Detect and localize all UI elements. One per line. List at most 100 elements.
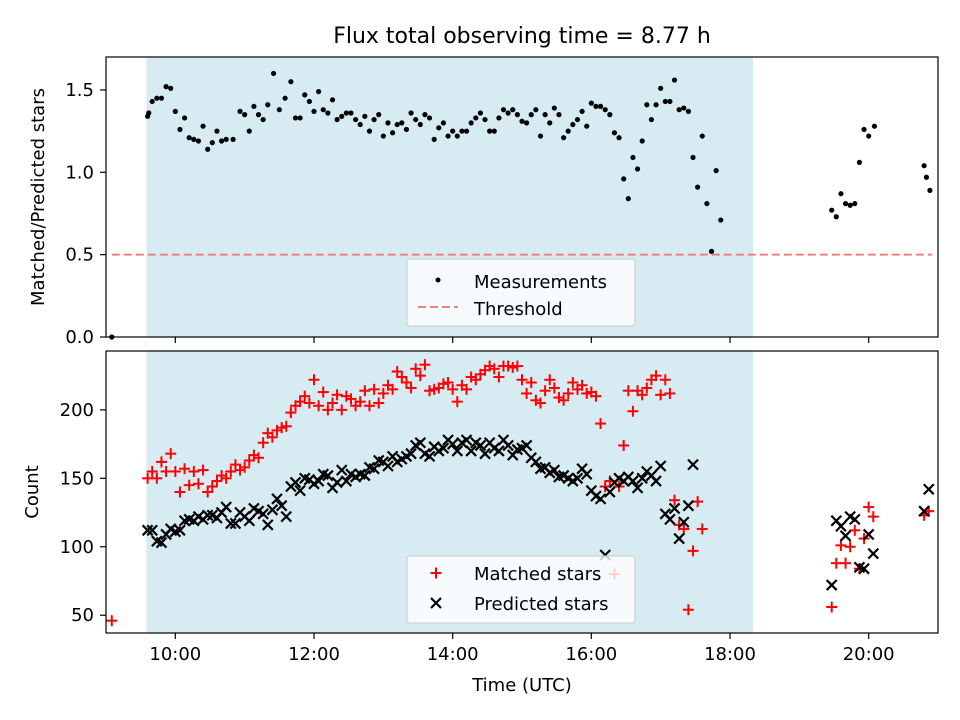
measurement-point-47 <box>362 113 368 119</box>
measurement-point-52 <box>385 120 391 126</box>
measurement-point-5 <box>158 95 165 101</box>
matched-point-70 <box>461 383 473 395</box>
matched-point-12 <box>192 478 204 490</box>
predicted-point-26-b <box>261 519 274 531</box>
measurement-point-3 <box>149 98 155 105</box>
predicted-point-124 <box>849 513 861 526</box>
matched-point-93 <box>567 376 579 388</box>
measurement-point-29 <box>276 107 282 113</box>
matched-point-22 <box>239 461 251 473</box>
measurement-point-11 <box>186 135 192 141</box>
predicted-point-117-b <box>682 499 695 512</box>
predicted-point-71-b <box>469 436 482 449</box>
predicted-point-69 <box>460 434 473 446</box>
matched-point-31 <box>280 420 292 432</box>
matched-point-123 <box>830 557 842 569</box>
measurement-point-87 <box>547 120 553 126</box>
measurement-point-42 <box>339 113 345 119</box>
matched-point-43 <box>336 404 348 416</box>
measurement-point-116 <box>681 105 687 111</box>
matched-point-39 <box>317 386 329 398</box>
matched-point-18 <box>220 472 232 484</box>
matched-point-95 <box>576 379 588 391</box>
measurement-point-73 <box>482 116 488 123</box>
matched-point-92 <box>562 387 574 399</box>
predicted-point-33-b <box>294 484 306 497</box>
predicted-point-91-b <box>562 472 575 485</box>
matched-point-112 <box>655 389 667 401</box>
measurement-point-83 <box>528 112 534 118</box>
matched-point-104 <box>618 439 630 451</box>
predicted-point-130 <box>922 483 935 496</box>
predicted-point-25 <box>257 508 269 520</box>
predicted-point-37-b <box>312 475 325 487</box>
predicted-point-119-b <box>825 579 838 591</box>
measurement-point-104 <box>625 196 631 202</box>
measurement-point-120 <box>699 133 705 139</box>
count-y-label-3: 200 <box>60 400 94 421</box>
predicted-point-22 <box>243 514 256 527</box>
predicted-point-66-b <box>446 438 459 450</box>
predicted-point-84-b <box>530 456 542 468</box>
predicted-point-127-b <box>862 528 875 541</box>
predicted-point-60-b <box>419 447 431 460</box>
measurement-point-97 <box>593 103 599 110</box>
predicted-point-116 <box>677 516 690 528</box>
predicted-point-17 <box>220 501 232 513</box>
measurement-point-58 <box>413 116 419 123</box>
ratio-panel: 0.0 0.5 1.0 1.5 Matched/Predicted stars Mea… <box>28 56 939 348</box>
predicted-point-93-b <box>571 472 584 485</box>
measurement-point-74 <box>487 128 493 134</box>
predicted-point-118-b <box>687 458 699 471</box>
predicted-point-1-b <box>146 524 159 537</box>
predicted-point-19-b <box>229 517 242 530</box>
predicted-point-7-b <box>174 524 186 537</box>
matched-point-76 <box>488 363 500 375</box>
measurement-point-60 <box>422 112 428 118</box>
measurement-point-30 <box>282 95 288 101</box>
measurement-point-67 <box>454 133 460 139</box>
measurement-point-88 <box>551 105 557 111</box>
predicted-point-70 <box>465 445 477 457</box>
predicted-point-125-b <box>853 561 866 574</box>
matched-point-117 <box>678 523 690 535</box>
count-y-ticks: 50 100 150 200 <box>60 400 106 626</box>
legend-x <box>430 597 442 609</box>
measurement-point-81 <box>519 118 525 124</box>
measurement-point-21 <box>237 108 243 114</box>
measurement-point-136 <box>923 174 930 180</box>
ratio-legend-box <box>406 258 636 327</box>
legend-plus <box>430 567 442 579</box>
measurement-point-70 <box>468 120 474 126</box>
matched-point-28 <box>266 431 278 443</box>
matched-point-108 <box>636 389 648 401</box>
predicted-point-13-b <box>201 509 214 522</box>
matched-point-7 <box>169 465 181 477</box>
predicted-point-121 <box>835 520 847 533</box>
predicted-point-47-b <box>359 469 371 482</box>
predicted-point-113-b <box>664 513 676 526</box>
measurement-point-94 <box>579 108 585 114</box>
matched-point-60 <box>414 370 426 382</box>
measurement-point-102 <box>616 135 622 141</box>
matched-point-126 <box>844 541 856 553</box>
measurement-point-115 <box>676 107 682 113</box>
predicted-point-109-b <box>645 469 658 482</box>
measurement-point-50 <box>376 112 382 118</box>
predicted-point-78 <box>502 439 514 452</box>
measurement-point-80 <box>514 112 520 118</box>
matched-point-87 <box>539 385 551 397</box>
predicted-point-120-b <box>830 514 843 527</box>
measurement-point-118 <box>690 154 696 161</box>
predicted-point-33 <box>294 484 306 497</box>
matched-point-37 <box>308 374 320 386</box>
predicted-point-66 <box>446 438 459 450</box>
predicted-point-96-b <box>585 484 598 497</box>
measurement-point-51 <box>380 133 386 139</box>
predicted-point-43 <box>340 475 353 487</box>
predicted-point-114 <box>668 502 681 515</box>
measurement-point-109 <box>648 116 655 123</box>
predicted-point-0-b <box>141 524 154 537</box>
predicted-point-107 <box>636 472 648 485</box>
predicted-point-27 <box>266 504 279 516</box>
